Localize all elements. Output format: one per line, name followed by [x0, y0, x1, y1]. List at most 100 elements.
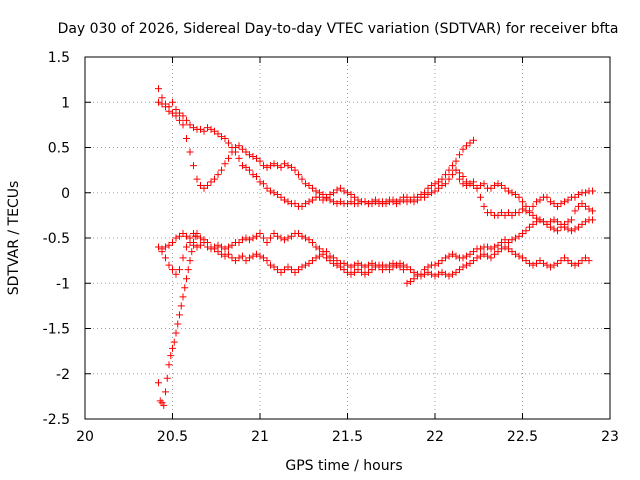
data-point — [155, 243, 162, 251]
data-point — [442, 171, 449, 179]
data-point — [585, 205, 593, 213]
y-tick-label: 1 — [61, 95, 70, 111]
data-point — [172, 270, 180, 278]
data-point — [221, 160, 229, 168]
data-point — [340, 259, 348, 267]
data-point — [491, 243, 498, 251]
data-point — [193, 175, 201, 183]
data-point — [417, 270, 425, 278]
data-point — [174, 320, 182, 328]
x-tick-label: 22 — [426, 429, 444, 445]
data-point — [155, 85, 162, 93]
data-point — [477, 193, 484, 201]
data-point — [564, 225, 572, 233]
data-point — [207, 245, 215, 253]
data-point — [190, 162, 197, 170]
data-point — [183, 116, 190, 124]
data-point — [249, 252, 257, 260]
data-point — [393, 261, 400, 269]
data-point — [284, 162, 292, 170]
data-point — [165, 107, 173, 115]
data-point — [533, 198, 540, 206]
data-point — [386, 261, 393, 269]
data-point — [162, 103, 169, 111]
data-point — [298, 232, 306, 240]
data-point — [589, 207, 596, 215]
data-point — [169, 266, 176, 274]
data-point — [190, 239, 197, 247]
data-point — [260, 234, 267, 242]
data-point — [172, 234, 180, 242]
x-tick-label: 20.5 — [157, 429, 188, 445]
data-point — [424, 263, 432, 271]
data-point — [333, 186, 341, 194]
data-point — [155, 379, 162, 387]
data-point — [372, 261, 379, 269]
data-point — [302, 180, 309, 188]
data-point — [449, 250, 456, 258]
data-point — [200, 127, 208, 135]
data-point — [344, 200, 351, 208]
data-point — [508, 189, 516, 197]
data-point — [515, 193, 523, 201]
data-point — [442, 270, 449, 278]
data-point — [554, 227, 561, 235]
data-point — [477, 252, 484, 260]
data-point — [260, 180, 267, 188]
data-point — [256, 178, 264, 186]
data-point — [568, 227, 575, 235]
data-point — [533, 218, 540, 226]
data-point — [225, 250, 232, 258]
data-point — [442, 254, 449, 262]
data-point — [459, 254, 467, 262]
data-point — [193, 229, 201, 237]
data-point — [172, 112, 180, 120]
data-point — [214, 171, 222, 179]
data-point — [263, 239, 271, 247]
data-point — [571, 207, 579, 215]
data-point — [207, 125, 215, 133]
data-point — [170, 338, 178, 346]
data-point — [372, 196, 379, 204]
data-point — [431, 180, 439, 188]
x-tick-label: 22.5 — [507, 429, 538, 445]
data-point — [256, 252, 264, 260]
data-point — [246, 236, 253, 244]
data-point — [190, 124, 197, 132]
data-point — [589, 187, 596, 195]
data-point — [568, 259, 575, 267]
data-point — [169, 344, 176, 352]
data-point — [179, 121, 187, 129]
data-point — [515, 209, 523, 217]
data-point — [281, 236, 288, 244]
data-point — [162, 243, 169, 251]
data-point — [186, 148, 194, 156]
data-point — [344, 189, 351, 197]
data-point — [323, 248, 330, 256]
x-tick-label: 21.5 — [332, 429, 363, 445]
data-point — [526, 259, 533, 267]
data-point — [277, 163, 285, 171]
data-point — [188, 248, 196, 256]
data-point — [169, 98, 176, 106]
data-point — [277, 234, 285, 242]
data-point — [501, 243, 509, 251]
data-point — [274, 232, 281, 240]
data-point — [235, 142, 243, 150]
axis-ticks: 20 20.5 21 21.5 22 22.5 23 1.5 1 0.5 0 -0.5 -1 -1.5 -2… — [43, 50, 619, 445]
data-point — [302, 200, 309, 208]
data-point — [582, 218, 589, 226]
data-point — [235, 254, 243, 262]
data-point — [477, 245, 484, 253]
data-point — [463, 261, 470, 269]
data-point — [172, 105, 180, 113]
data-point — [368, 198, 376, 206]
data-point — [326, 252, 334, 260]
data-point — [267, 234, 274, 242]
data-point — [344, 261, 351, 269]
data-point — [267, 162, 274, 170]
data-point — [214, 241, 222, 249]
data-point — [575, 191, 582, 199]
data-point — [183, 243, 190, 251]
data-point — [200, 239, 208, 247]
